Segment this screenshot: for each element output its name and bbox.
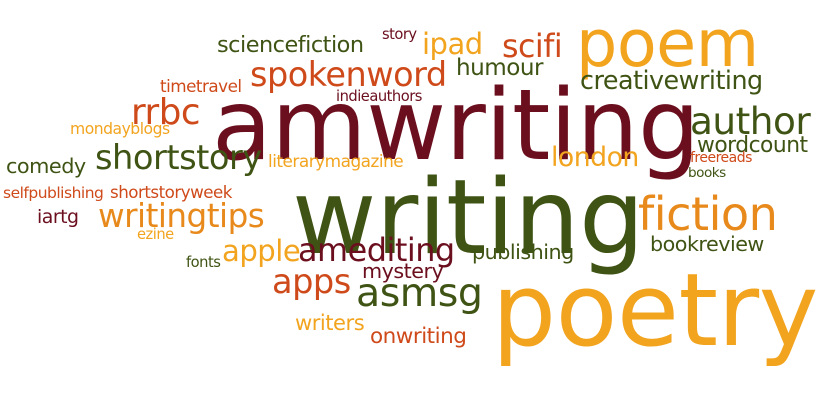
- word-books: books: [688, 165, 726, 182]
- word-selfpublishing: selfpublishing: [3, 184, 104, 203]
- word-humour: humour: [456, 55, 544, 82]
- word-freereads: freereads: [690, 149, 752, 166]
- word-indieauthors: indieauthors: [336, 87, 422, 105]
- word-shortstoryweek: shortstoryweek: [110, 181, 232, 202]
- word-london: london: [551, 141, 639, 173]
- word-creativewriting: creativewriting: [580, 65, 763, 96]
- word-fonts: fonts: [186, 253, 221, 271]
- word-sciencefiction: sciencefiction: [217, 31, 364, 58]
- word-bookreview: bookreview: [650, 231, 764, 256]
- word-publishing: publishing: [472, 239, 574, 264]
- word-amwriting: amwriting: [212, 69, 700, 184]
- word-poem: poem: [576, 7, 759, 83]
- word-mystery: mystery: [362, 258, 444, 283]
- word-asmsg: asmsg: [356, 270, 483, 317]
- word-writers: writers: [295, 310, 365, 336]
- word-fiction: fiction: [638, 186, 778, 241]
- word-iartg: iartg: [37, 205, 79, 228]
- word-mondayblogs: mondayblogs: [70, 120, 170, 139]
- word-amediting: amediting: [298, 231, 455, 270]
- word-apple: apple: [222, 234, 301, 269]
- word-author: author: [690, 99, 811, 144]
- word-wordcount: wordcount: [697, 133, 808, 159]
- word-timetravel: timetravel: [160, 75, 242, 96]
- word-apps: apps: [272, 262, 351, 302]
- word-writing: writing: [292, 158, 645, 279]
- word-scifi: scifi: [502, 29, 563, 66]
- word-literarymagazine: literarymagazine: [268, 150, 404, 171]
- word-story: story: [382, 25, 417, 43]
- word-poetry: poetry: [492, 251, 818, 370]
- word-onwriting: onwriting: [370, 324, 467, 350]
- word-comedy: comedy: [6, 153, 86, 178]
- word-rrbc: rrbc: [131, 92, 201, 134]
- word-writingtips: writingtips: [98, 196, 265, 235]
- word-spokenword: spokenword: [250, 55, 447, 95]
- word-ezine: ezine: [137, 225, 174, 243]
- word-ipad: ipad: [422, 26, 483, 61]
- word-shortstory: shortstory: [95, 138, 262, 178]
